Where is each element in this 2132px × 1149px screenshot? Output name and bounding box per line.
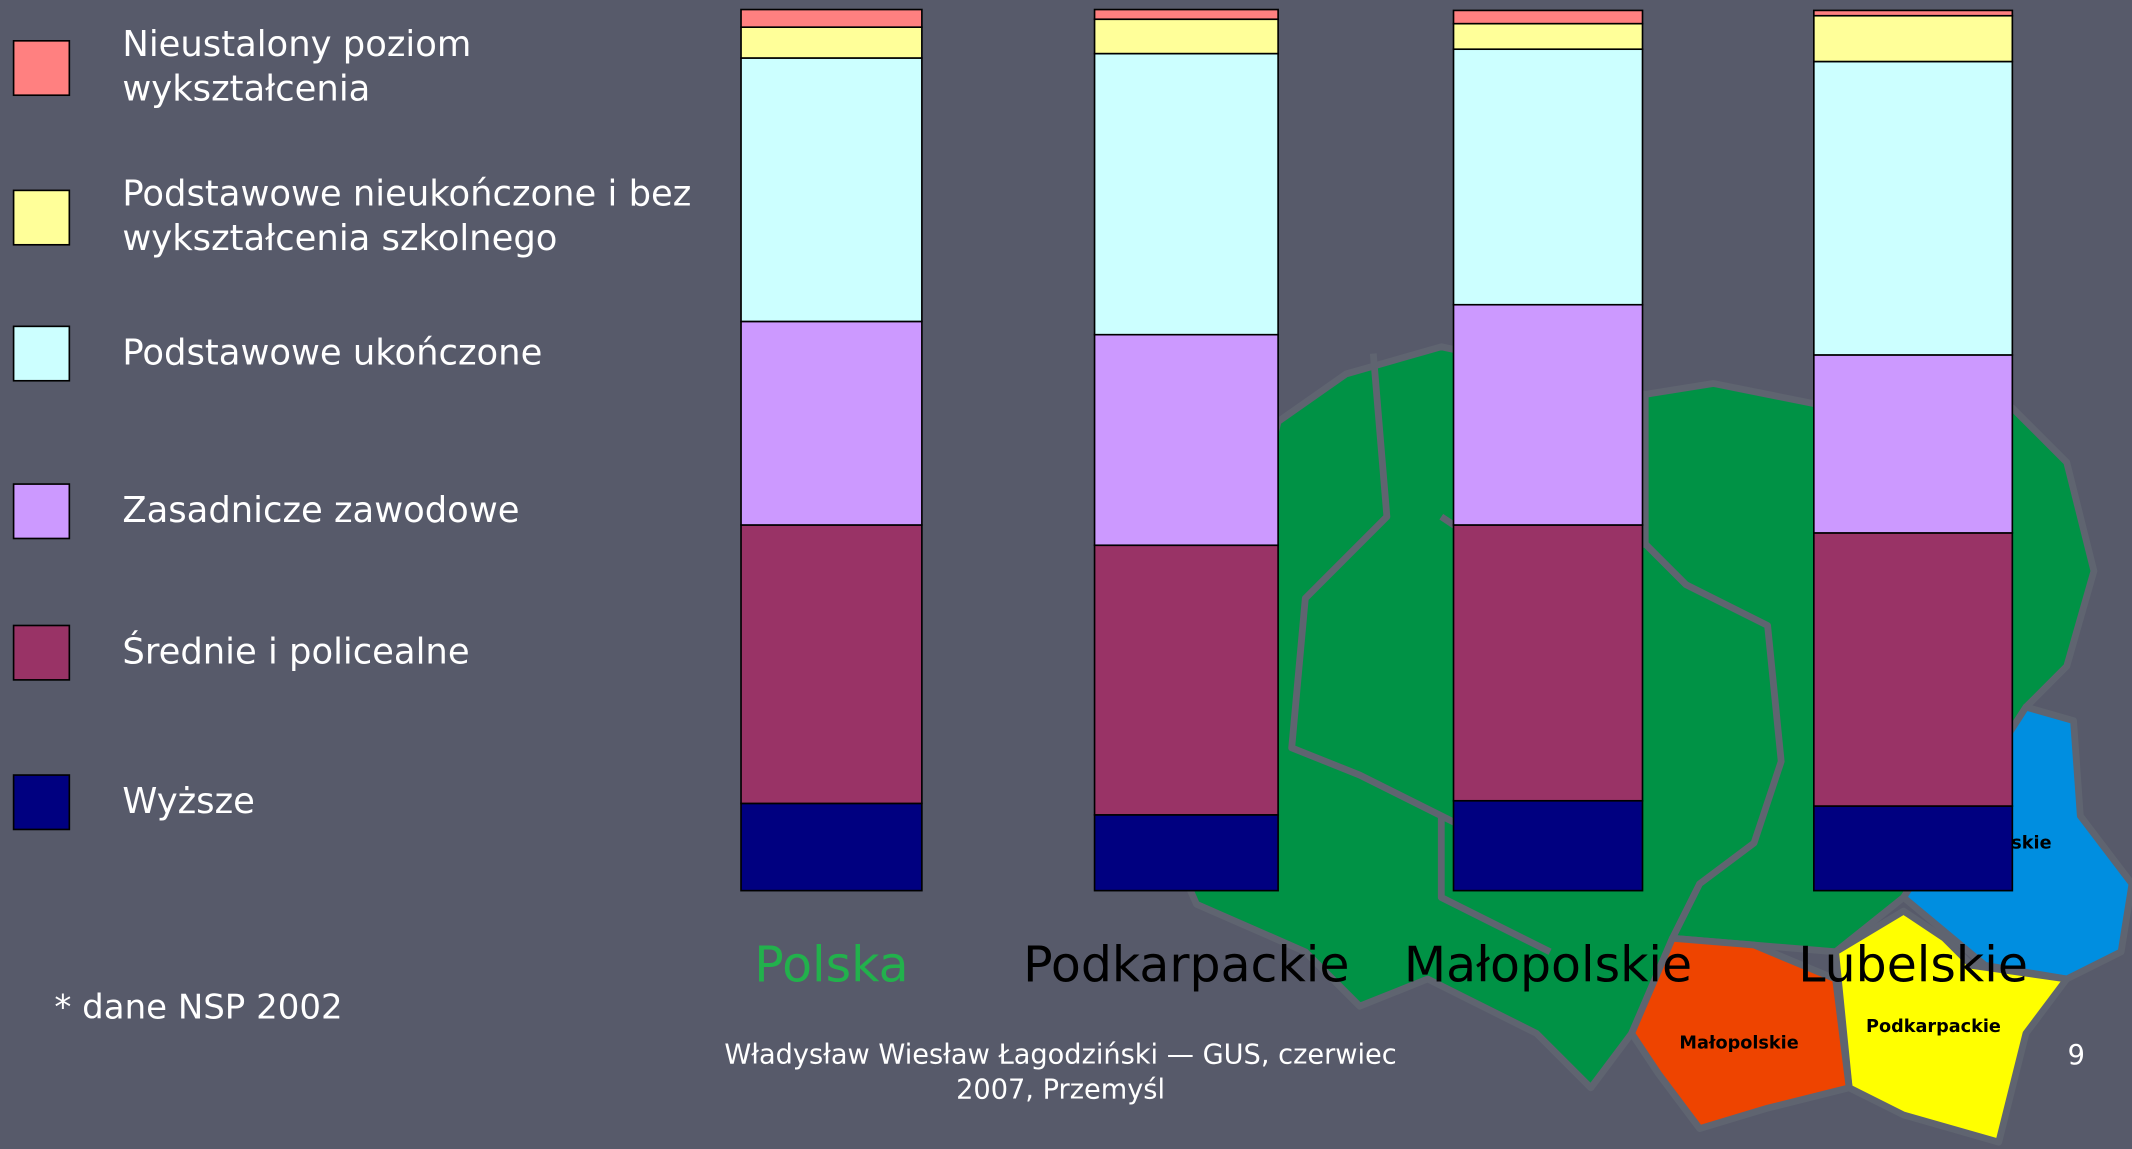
- category-label: Lubelskie: [1798, 937, 2028, 994]
- bar-segment: [1452, 22, 1644, 51]
- bar-segment: [1813, 354, 2014, 534]
- bar-segment: [1813, 805, 2014, 892]
- legend-entry: Średnie i policealne: [122, 631, 470, 673]
- bar-segment: [740, 8, 923, 28]
- bar-segment: [1813, 9, 2014, 17]
- footer-text: Władysław Wiesław Łagodziński — GUS, cze…: [724, 1037, 1397, 1106]
- bar-segment: [1093, 8, 1279, 21]
- map-label: Małopolskie: [1679, 1033, 1798, 1053]
- legend-swatch: [12, 774, 71, 831]
- legend-entry: Podstawowe ukończone: [122, 332, 543, 374]
- map-lubelskie: [1900, 703, 2132, 983]
- legend-swatch: [12, 189, 71, 246]
- map-borders: [1288, 353, 1785, 955]
- legend-label: Wyższe: [122, 781, 255, 822]
- legend-swatch: [12, 624, 71, 681]
- bar-segment: [1452, 9, 1644, 25]
- map-podkarpackie: [1832, 907, 2071, 1146]
- map-malopolskie: [1628, 934, 1853, 1132]
- bar-segment: [1452, 524, 1644, 802]
- bar-segment: [1813, 14, 2014, 63]
- footer: Władysław Wiesław Łagodziński — GUS, cze…: [724, 1037, 1397, 1106]
- bar-segment: [1813, 532, 2014, 807]
- legend-swatch: [12, 40, 71, 97]
- bar-segment: [1093, 333, 1279, 547]
- bar-segment: [1452, 799, 1644, 892]
- bar-segment: [1813, 60, 2014, 356]
- legend-label: Nieustalony poziom wykształcenia: [122, 24, 472, 111]
- bar-segment: [740, 802, 923, 892]
- bar-segment: [740, 320, 923, 526]
- bar-segment: [1093, 52, 1279, 336]
- category-label: Polska: [754, 937, 908, 994]
- legend-swatch: [12, 483, 71, 540]
- legend-entry: Zasadnicze zawodowe: [122, 490, 520, 531]
- bar-segment: [740, 57, 923, 323]
- legend-swatch: [12, 325, 71, 382]
- category-label: Małopolskie: [1404, 937, 1692, 994]
- legend-label: Średnie i policealne: [122, 631, 470, 673]
- map-label: Podkarpackie: [1866, 1017, 2001, 1037]
- bar-segment: [1452, 48, 1644, 306]
- legend-entry: Wyższe: [122, 781, 255, 822]
- legend-entry: Podstawowe nieukończone i bez wykształce…: [122, 174, 692, 260]
- bar-segment: [1093, 544, 1279, 816]
- legend-label: Podstawowe nieukończone i bez wykształce…: [122, 174, 692, 260]
- bar-segment: [740, 524, 923, 805]
- bar-segment: [1452, 303, 1644, 526]
- legend-label: Podstawowe ukończone: [122, 332, 543, 374]
- note: * dane NSP 2002: [54, 987, 342, 1027]
- bar-segment: [1093, 18, 1279, 55]
- bar-segment: [740, 26, 923, 59]
- category-label: Podkarpackie: [1023, 937, 1349, 994]
- legend-entry: Nieustalony poziom wykształcenia: [122, 24, 472, 111]
- page-number: 9: [2068, 1040, 2085, 1071]
- legend-label: Zasadnicze zawodowe: [122, 490, 520, 531]
- bar-segment: [1093, 814, 1279, 892]
